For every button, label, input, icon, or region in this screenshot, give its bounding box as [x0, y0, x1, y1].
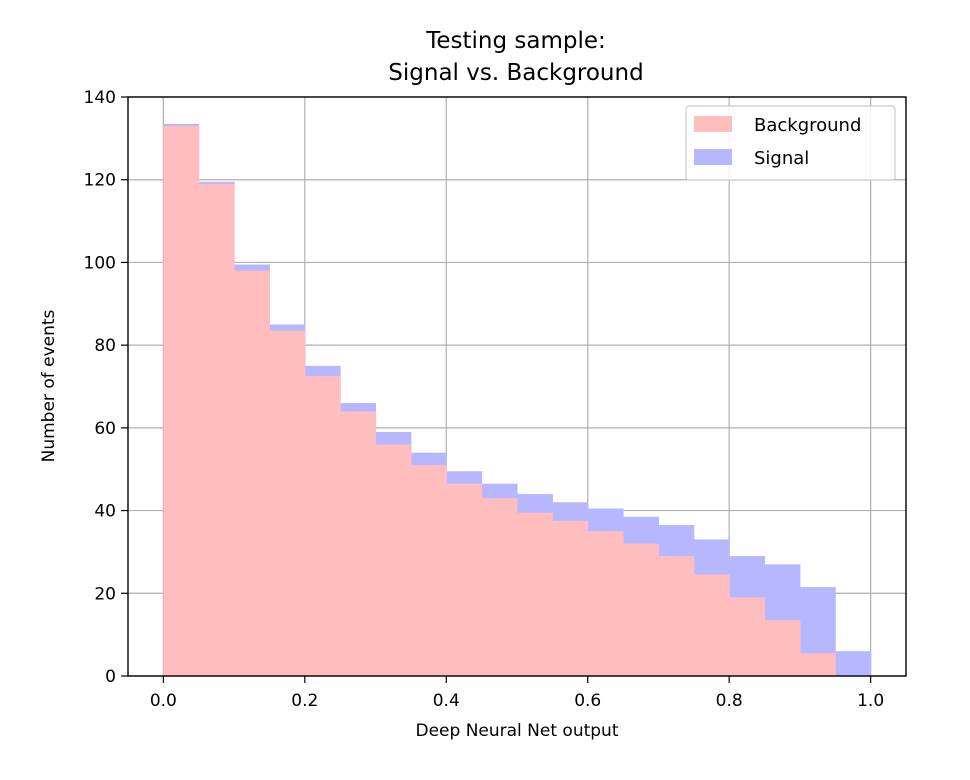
- y-tick-label: 0: [105, 667, 116, 687]
- background-bar: [163, 125, 200, 676]
- y-tick-label: 60: [94, 419, 116, 439]
- background-bar: [658, 556, 695, 676]
- x-axis-label: Deep Neural Net output: [415, 721, 618, 741]
- background-bar: [340, 411, 377, 676]
- background-legend-swatch: [694, 116, 732, 132]
- x-tick-label: 1.0: [857, 691, 884, 711]
- background-bar: [269, 330, 306, 676]
- x-tick-label: 0.4: [433, 691, 460, 711]
- y-tick-label: 100: [84, 253, 116, 273]
- plot-area: 0.0 0.2 0.4 0.6 0.8 1.0 0 20 40 60 80 100 120 140: [84, 88, 907, 711]
- background-bar: [446, 483, 483, 676]
- y-tick-label: 20: [94, 584, 116, 604]
- background-bar: [410, 465, 447, 676]
- chart-title: Testing sample:: [425, 28, 606, 54]
- axes-frame: [127, 96, 907, 677]
- background-bar: [375, 444, 412, 676]
- x-tick-label: 0.8: [716, 691, 743, 711]
- y-tick-label: 80: [94, 336, 116, 356]
- background-bar: [198, 183, 235, 676]
- background-bar: [234, 270, 270, 676]
- legend: Background Signal: [685, 105, 896, 181]
- background-bar: [552, 520, 589, 676]
- y-tick-label: 40: [94, 502, 116, 522]
- chart-subtitle: Signal vs. Background: [388, 60, 643, 86]
- x-tick-label: 0.0: [150, 691, 177, 711]
- background-bar: [693, 574, 730, 676]
- legend-box: [685, 105, 896, 181]
- background-bar: [764, 620, 801, 676]
- signal-legend-label: Signal: [754, 148, 809, 169]
- signal-bar: [835, 651, 872, 676]
- signal-legend-swatch: [694, 149, 732, 165]
- x-tick-label: 0.6: [574, 691, 601, 711]
- background-bar: [481, 498, 518, 676]
- background-bar: [729, 597, 766, 676]
- y-tick-label: 120: [84, 171, 116, 191]
- y-axis-label: Number of events: [39, 309, 59, 462]
- background-bar: [623, 543, 659, 676]
- background-legend-label: Background: [754, 115, 861, 136]
- background-bar: [587, 531, 624, 676]
- x-tick-label: 0.2: [291, 691, 318, 711]
- background-bar: [799, 653, 836, 676]
- background-bar: [304, 376, 341, 676]
- background-bar: [517, 512, 553, 676]
- y-tick-label: 140: [84, 88, 116, 108]
